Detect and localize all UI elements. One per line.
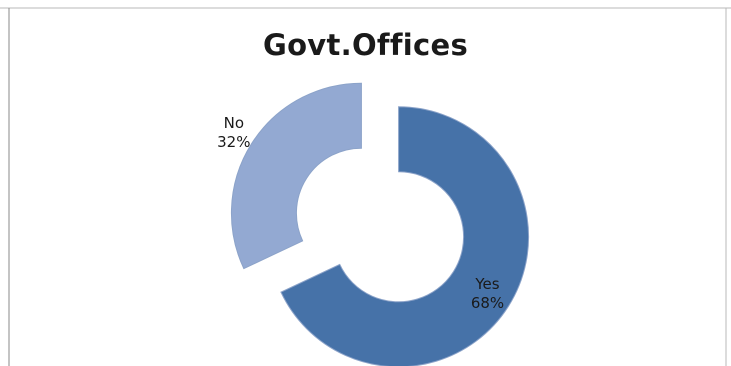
data-label-percent-no: 32% — [217, 133, 250, 151]
data-label-category-yes: Yes — [474, 275, 499, 293]
data-label-percent-yes: 68% — [471, 294, 504, 312]
donut-slices — [230, 82, 530, 366]
donut-slice-yes — [280, 106, 530, 366]
donut-slice-no — [230, 82, 362, 270]
data-label-category-no: No — [224, 114, 244, 132]
chart-title: Govt.Offices — [262, 28, 469, 62]
